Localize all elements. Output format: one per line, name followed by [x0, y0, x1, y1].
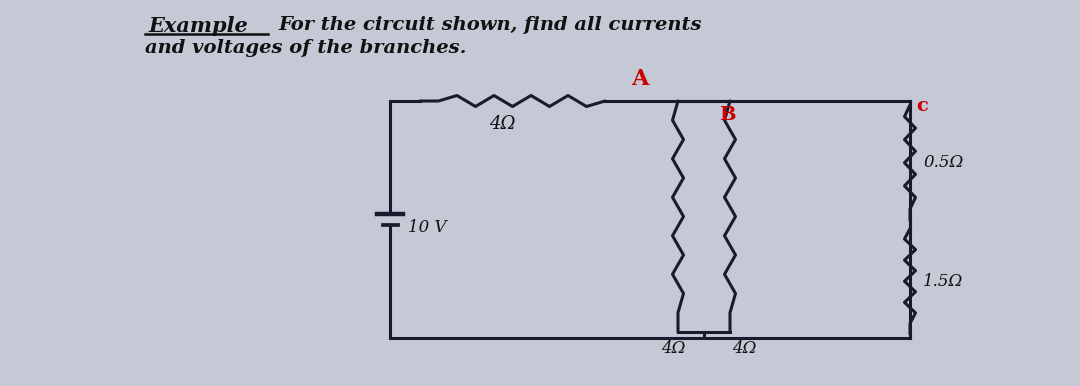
Text: 10 V: 10 V — [408, 219, 446, 236]
Text: For the circuit shown, find all currents: For the circuit shown, find all currents — [278, 16, 702, 34]
Text: 4Ω: 4Ω — [732, 340, 756, 357]
Text: 4Ω: 4Ω — [661, 340, 685, 357]
Text: c: c — [916, 97, 928, 115]
Text: B: B — [719, 106, 735, 124]
Text: and voltages of the branches.: and voltages of the branches. — [145, 39, 467, 57]
Text: A: A — [632, 68, 649, 90]
Text: 4Ω: 4Ω — [489, 115, 515, 133]
Text: 1.5Ω: 1.5Ω — [923, 273, 963, 290]
Text: 0.5Ω: 0.5Ω — [923, 154, 963, 171]
Text: Example: Example — [148, 16, 247, 36]
